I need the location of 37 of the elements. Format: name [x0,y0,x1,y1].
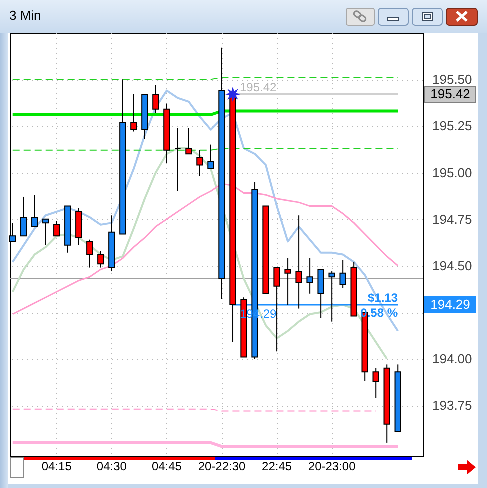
candlestick [196,150,204,177]
candlestick [32,194,38,228]
x-tick-label: 04:45 [152,460,182,474]
y-tick-label: 194.75 [432,212,472,227]
y-tick-label: 193.75 [432,398,472,414]
annotation: 0.58 % [360,306,398,320]
candlestick [20,196,28,237]
candlestick [130,94,138,132]
x-tick-label: 20-22:30 [198,460,246,474]
candlestick [174,128,182,192]
y-tick-label: 195.50 [432,72,472,88]
candlestick [152,84,160,114]
x-tick-label: 04:30 [96,460,128,474]
text: 194.29 [430,297,470,312]
x-tick-label: 04:15 [42,460,72,474]
candlestick [306,258,314,294]
annotation: 195.42 [240,80,278,94]
text: 195.42 [430,86,470,102]
candlestick [372,368,380,399]
candlestick [296,215,302,310]
candlestick [328,271,336,322]
candlestick [98,250,104,268]
candlestick [86,239,94,268]
candlestick [340,260,346,289]
candlestick [284,258,292,306]
y-tick-label: 195.00 [432,165,472,180]
candlestick [208,144,214,170]
x-tick-label: 22:45 [262,460,292,474]
y-tick-label: 194.50 [432,258,472,274]
y-tick-label: 194.00 [432,352,472,367]
y-tick-label: 195.25 [432,118,472,134]
candlestick [186,128,192,155]
candlestick [42,218,50,246]
candlestick [54,220,60,237]
annotation: $1.13 [368,291,398,306]
x-tick-label: 20-23:00 [308,460,356,474]
chart-title: 3 Min [10,8,42,23]
